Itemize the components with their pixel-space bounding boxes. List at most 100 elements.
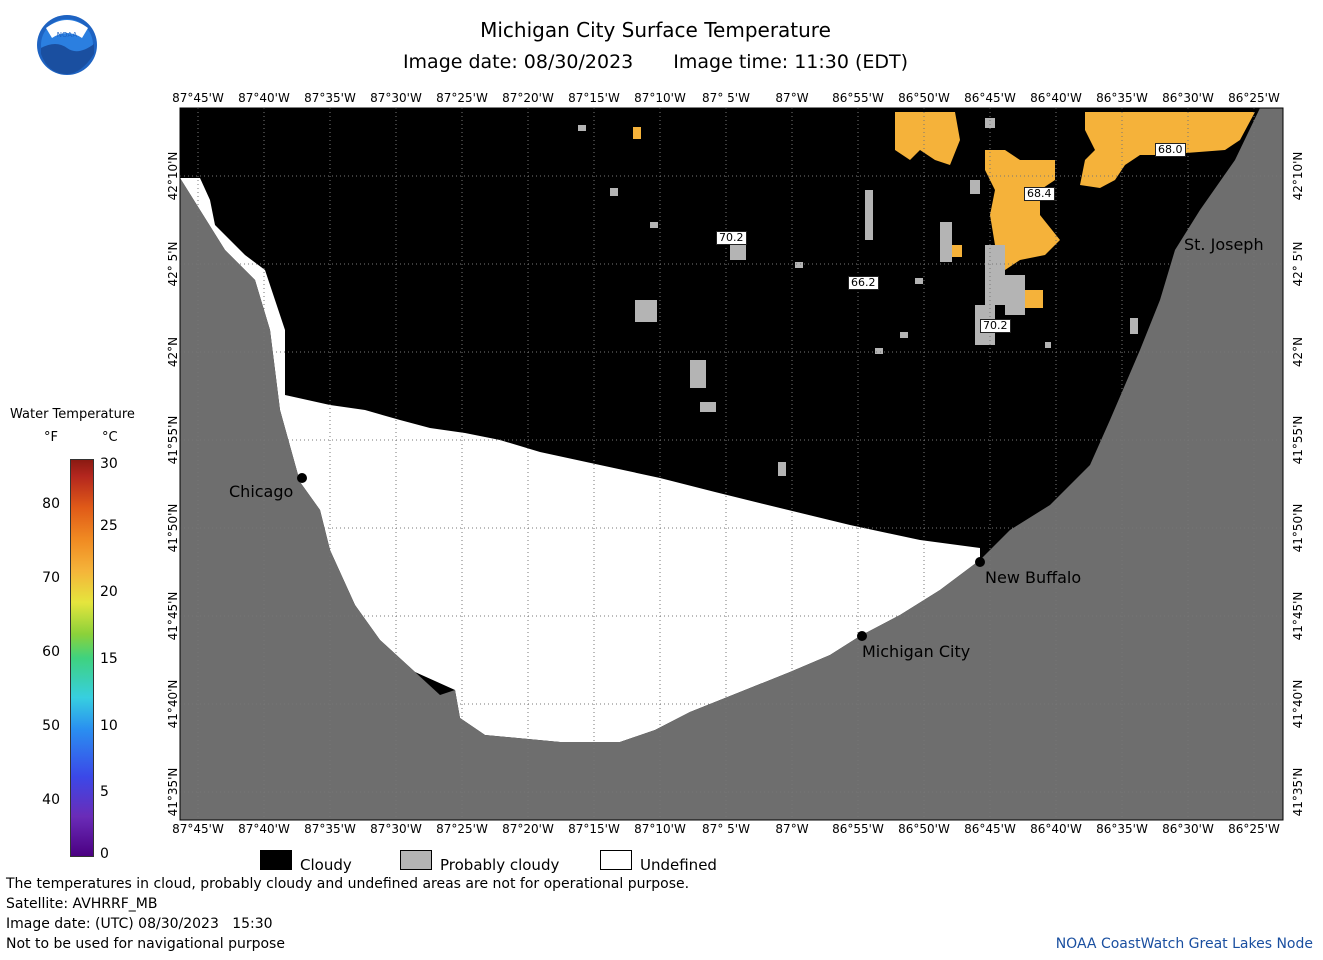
longitude-label: 86°35'W (1096, 822, 1148, 836)
legend-tick-f: 60 (42, 644, 60, 660)
longitude-label: 87°35'W (304, 822, 356, 836)
key-label-cloudy: Cloudy (300, 856, 352, 874)
latitude-label: 41°55'N (166, 415, 180, 465)
latitude-label: 42°10'N (1291, 151, 1305, 201)
longitude-label: 87°15'W (568, 91, 620, 105)
latitude-label: 42° 5'N (1291, 241, 1305, 287)
legend-tick-c: 5 (100, 784, 109, 800)
latitude-label: 42°N (1291, 336, 1305, 368)
land-west-south (180, 108, 1283, 820)
longitude-label: 86°35'W (1096, 91, 1148, 105)
longitude-label: 87°25'W (436, 91, 488, 105)
longitude-label: 86°55'W (832, 822, 884, 836)
longitude-label: 86°25'W (1228, 822, 1280, 836)
longitude-label: 87°35'W (304, 91, 356, 105)
legend-title: Water Temperature (10, 407, 135, 422)
longitude-label: 87°40'W (238, 822, 290, 836)
legend-tick-c: 10 (100, 718, 118, 734)
image-datetime: Image date: 08/30/2023 Image time: 11:30 … (0, 51, 1317, 73)
latitude-label: 41°35'N (1291, 767, 1305, 817)
latitude-label: 41°40'N (1291, 679, 1305, 729)
key-label-undefined: Undefined (640, 856, 717, 874)
longitude-label: 86°30'W (1162, 822, 1214, 836)
longitude-label: 87°30'W (370, 91, 422, 105)
place-new-buffalo: New Buffalo (985, 568, 1082, 587)
latitude-label: 41°45'N (166, 591, 180, 641)
longitude-label: 86°55'W (832, 91, 884, 105)
longitude-label: 87°45'W (172, 91, 224, 105)
longitude-label: 87° 5'W (702, 822, 750, 836)
noaa-logo: NOAA (37, 15, 97, 75)
temperature-label: 70.2 (980, 319, 1011, 333)
longitude-label: 86°45'W (964, 91, 1016, 105)
longitude-label: 86°30'W (1162, 91, 1214, 105)
legend-unit-c: °C (102, 430, 118, 445)
longitude-label: 86°50'W (898, 822, 950, 836)
legend-tick-c: 0 (100, 846, 109, 862)
longitude-label: 86°50'W (898, 91, 950, 105)
longitude-label: 87°15'W (568, 822, 620, 836)
key-label-probably-cloudy: Probably cloudy (440, 856, 560, 874)
longitude-label: 86°45'W (964, 822, 1016, 836)
longitude-label: 87°20'W (502, 822, 554, 836)
temperature-label: 70.2 (716, 231, 747, 245)
legend-tick-f: 80 (42, 496, 60, 512)
latitude-label: 42° 5'N (166, 241, 180, 287)
latitude-label: 41°50'N (1291, 503, 1305, 553)
legend-tick-f: 70 (42, 570, 60, 586)
legend-unit-f: °F (44, 430, 58, 445)
place-st-joseph: St. Joseph (1184, 235, 1264, 254)
new-buffalo-marker (975, 557, 985, 567)
noaa-logo-text: NOAA (57, 31, 78, 39)
longitude-label: 87°20'W (502, 91, 554, 105)
place-michigan-city: Michigan City (862, 642, 971, 661)
chicago-marker (297, 473, 307, 483)
image-time: Image time: 11:30 (EDT) (673, 51, 909, 73)
latitude-label: 41°40'N (166, 679, 180, 729)
longitude-label: 87° 5'W (702, 91, 750, 105)
latitude-label: 42°10'N (166, 151, 180, 201)
michigan-city-marker (857, 631, 867, 641)
legend-tick-c: 15 (100, 651, 118, 667)
longitude-label: 87°W (775, 822, 809, 836)
image-date: Image date: 08/30/2023 (402, 51, 634, 73)
longitude-label: 87°30'W (370, 822, 422, 836)
latitude-label: 41°55'N (1291, 415, 1305, 465)
legend-tick-c: 25 (100, 518, 118, 534)
legend-tick-c: 20 (100, 584, 118, 600)
map-title: Michigan City Surface Temperature (480, 18, 831, 42)
legend-tick-c: 30 (100, 456, 118, 472)
key-swatch-probably-cloudy (400, 850, 432, 870)
legend-tick-f: 40 (42, 792, 60, 808)
key-swatch-undefined (600, 850, 632, 870)
place-chicago: Chicago (229, 482, 294, 501)
longitude-label: 86°40'W (1030, 91, 1082, 105)
latitude-label: 42°N (166, 336, 180, 368)
longitude-label: 87°25'W (436, 822, 488, 836)
longitude-label: 86°40'W (1030, 822, 1082, 836)
footer-satellite: Satellite: AVHRRF_MB (6, 896, 158, 912)
undefined-area (180, 108, 980, 742)
longitude-label: 87°40'W (238, 91, 290, 105)
temperature-label: 68.0 (1155, 143, 1186, 157)
footer-disclaimer: The temperatures in cloud, probably clou… (6, 876, 690, 892)
temperature-colorbar (70, 459, 94, 857)
latitude-label: 41°35'N (166, 767, 180, 817)
longitude-label: 87°10'W (634, 91, 686, 105)
footer-navigation-note: Not to be used for navigational purpose (6, 936, 285, 952)
footer-utc-date: Image date: (UTC) 08/30/2023 15:30 (6, 916, 273, 932)
longitude-label: 87°10'W (634, 822, 686, 836)
credit: NOAA CoastWatch Great Lakes Node (1055, 936, 1313, 952)
latitude-label: 41°50'N (166, 503, 180, 553)
longitude-label: 87°W (775, 91, 809, 105)
latitude-label: 41°45'N (1291, 591, 1305, 641)
temperature-label: 66.2 (848, 276, 879, 290)
legend-tick-f: 50 (42, 718, 60, 734)
longitude-label: 86°25'W (1228, 91, 1280, 105)
key-swatch-cloudy (260, 850, 292, 870)
temperature-label: 68.4 (1024, 187, 1055, 201)
lat-lon-grid (180, 108, 1283, 820)
map-frame (179, 107, 1284, 821)
longitude-label: 87°45'W (172, 822, 224, 836)
